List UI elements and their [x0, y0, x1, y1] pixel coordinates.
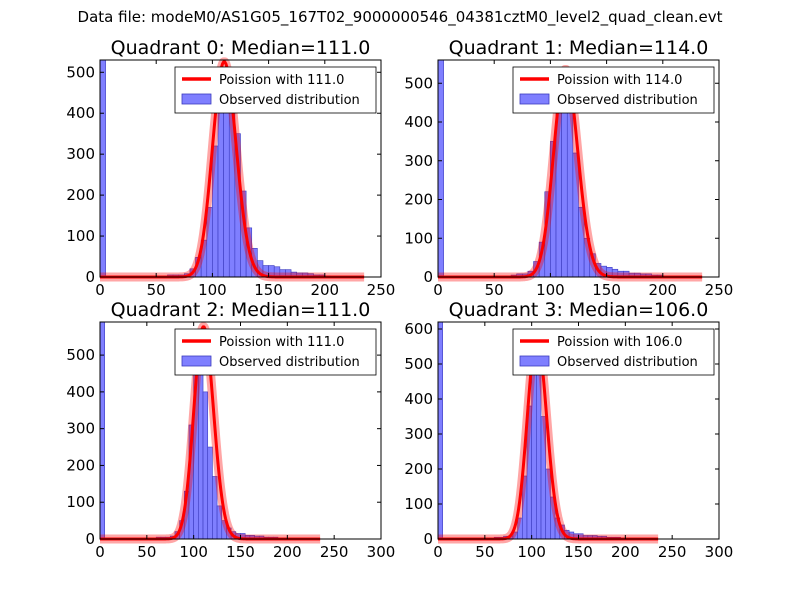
panel-title: Quadrant 1: Median=114.0 — [449, 37, 709, 59]
histogram-bar — [202, 391, 209, 540]
legend-hist-swatch — [519, 355, 550, 367]
y-tick-label: 200 — [404, 191, 433, 209]
x-tick-label: 50 — [137, 543, 156, 561]
x-tick-label: 150 — [564, 543, 593, 561]
legend-hist-label: Observed distribution — [557, 355, 698, 370]
x-tick-label: 100 — [179, 543, 208, 561]
panel-title: Quadrant 3: Median=106.0 — [449, 299, 709, 321]
x-tick-label: 0 — [433, 543, 443, 561]
y-tick-label: 200 — [66, 456, 95, 474]
x-tick-label: 150 — [254, 281, 283, 299]
legend: Poission with 111.0 Observed distribution — [174, 66, 377, 114]
y-tick-label: 100 — [404, 229, 433, 247]
y-tick-label: 100 — [66, 493, 95, 511]
legend-hist-swatch — [181, 355, 212, 367]
histogram-bar — [99, 59, 106, 278]
panel-quadrant-2: Quadrant 2: Median=111.0 0 50 100 150 200 250 3… — [66, 299, 395, 561]
x-tick-label: 200 — [611, 543, 640, 561]
x-tick-label: 100 — [198, 281, 227, 299]
y-tick-label: 400 — [404, 390, 433, 408]
legend-box — [512, 66, 715, 114]
legend-hist-label: Observed distribution — [557, 93, 698, 108]
x-tick-label: 200 — [273, 543, 302, 561]
y-tick-label: 0 — [423, 268, 433, 286]
panel-quadrant-1: Quadrant 1: Median=114.0 0 50 100 150 200 250 0… — [404, 37, 733, 299]
legend-fit-label: Poission with 111.0 — [219, 335, 344, 350]
legend-fit-label: Poission with 114.0 — [557, 73, 682, 88]
legend-box — [174, 328, 377, 376]
x-tick-label: 250 — [367, 281, 396, 299]
legend-hist-swatch — [181, 93, 212, 105]
x-tick-label: 50 — [485, 281, 504, 299]
x-tick-label: 200 — [310, 281, 339, 299]
figure-suptitle: Data file: modeM0/AS1G05_167T02_90000005… — [77, 8, 723, 26]
legend: Poission with 114.0 Observed distribution — [512, 66, 715, 114]
panel-quadrant-3: Quadrant 3: Median=106.0 0 50 100 150 200 250 3… — [404, 299, 733, 561]
legend-hist-label: Observed distribution — [219, 93, 360, 108]
x-tick-label: 100 — [517, 543, 546, 561]
x-tick-label: 250 — [320, 543, 349, 561]
x-tick-label: 250 — [705, 281, 734, 299]
legend-box — [512, 328, 715, 376]
y-tick-label: 500 — [66, 346, 95, 364]
x-tick-label: 150 — [592, 281, 621, 299]
x-tick-label: 300 — [367, 543, 396, 561]
y-tick-label: 200 — [66, 186, 95, 204]
y-tick-label: 400 — [66, 383, 95, 401]
x-tick-label: 0 — [95, 543, 105, 561]
axes-frame — [99, 59, 382, 278]
y-tick-label: 400 — [404, 113, 433, 131]
y-tick-label: 0 — [85, 268, 95, 286]
y-tick-label: 500 — [404, 355, 433, 373]
legend: Poission with 111.0 Observed distribution — [174, 328, 377, 376]
histogram-bar — [207, 446, 213, 540]
y-tick-label: 200 — [404, 460, 433, 478]
x-tick-label: 300 — [705, 543, 734, 561]
histogram-bar — [437, 59, 444, 278]
axes-frame — [437, 59, 720, 278]
histogram-bar — [99, 321, 105, 540]
x-tick-label: 50 — [147, 281, 166, 299]
y-tick-label: 300 — [404, 152, 433, 170]
y-tick-label: 0 — [423, 530, 433, 548]
y-tick-label: 600 — [404, 320, 433, 338]
x-tick-label: 100 — [536, 281, 565, 299]
y-tick-label: 300 — [66, 420, 95, 438]
legend-hist-swatch — [519, 93, 550, 105]
x-tick-label: 50 — [475, 543, 494, 561]
y-tick-label: 500 — [66, 63, 95, 81]
y-tick-label: 500 — [404, 74, 433, 92]
y-tick-label: 300 — [66, 145, 95, 163]
legend-hist-label: Observed distribution — [219, 355, 360, 370]
panel-quadrant-0: Quadrant 0: Median=111.0 0 50 100 150 200 250 0… — [66, 37, 395, 299]
legend: Poission with 106.0 Observed distribution — [512, 328, 715, 376]
y-tick-label: 0 — [85, 530, 95, 548]
x-tick-label: 0 — [433, 281, 443, 299]
y-tick-label: 100 — [404, 495, 433, 513]
histogram-bar — [437, 321, 443, 540]
x-tick-label: 150 — [226, 543, 255, 561]
x-tick-label: 200 — [648, 281, 677, 299]
y-tick-label: 400 — [66, 104, 95, 122]
legend-box — [174, 66, 377, 114]
y-tick-label: 100 — [66, 227, 95, 245]
panel-title: Quadrant 0: Median=111.0 — [111, 37, 371, 59]
x-tick-label: 250 — [658, 543, 687, 561]
panel-title: Quadrant 2: Median=111.0 — [111, 299, 371, 321]
legend-fit-label: Poission with 106.0 — [557, 335, 682, 350]
x-tick-label: 0 — [95, 281, 105, 299]
y-tick-label: 300 — [404, 425, 433, 443]
legend-fit-label: Poission with 111.0 — [219, 73, 344, 88]
histogram-bars — [437, 59, 669, 278]
